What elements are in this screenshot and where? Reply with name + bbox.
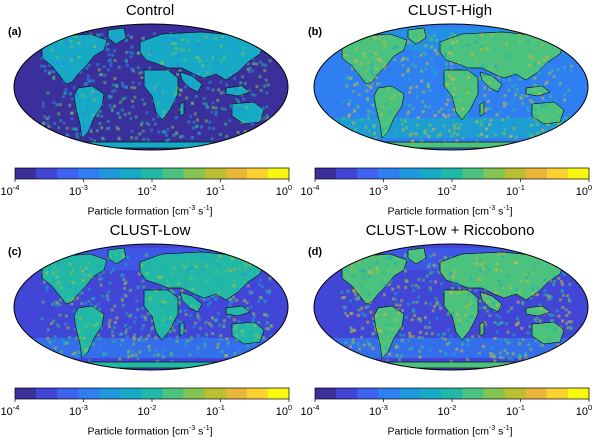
colorbar-swatch [141,168,163,179]
colorbar-swatch [504,168,527,179]
colorbar-swatch [546,168,569,179]
map-clust-low [13,243,289,371]
panel-title: CLUST-Low + Riccobono [365,222,535,239]
colorbar-tick-label: 10-3 [69,183,88,198]
colorbar: 10-4 10-3 10-2 10-1 100 [301,167,592,198]
colorbar-swatch [78,388,100,399]
panel-letter: (b) [308,26,323,38]
panel-title: CLUST-Low [109,222,191,239]
colorbar-swatch [57,168,79,179]
colorbar: 10-4 10-3 10-2 10-1 100 [301,387,592,418]
colorbar-swatch [204,168,227,179]
colorbar-swatch [204,388,227,399]
colorbar-tick-label: 100 [576,403,592,418]
colorbar-swatch [420,168,442,179]
colorbar-swatch [120,168,142,179]
colorbar-swatch [162,168,184,179]
colorbar-swatch [183,168,205,179]
colorbar-swatch [99,168,121,179]
colorbar-swatch [483,168,505,179]
colorbar-swatch [357,168,379,179]
colorbar-label: Particle formation [cm-3 s-1] [87,425,213,438]
colorbar-swatch [225,388,248,399]
colorbar-tick-label: 10-2 [138,403,157,418]
colorbar-label: Particle formation [cm-3 s-1] [387,205,513,218]
colorbar-tick-label: 10-3 [369,403,388,418]
colorbar-swatch [378,168,400,179]
colorbar-swatch [336,168,358,179]
colorbar-swatch [36,388,58,399]
colorbar-swatch [525,168,548,179]
panel-clust-low-riccobono: CLUST-Low + Riccobono (d) 10-4 10-3 10-2 10… [300,220,600,439]
colorbar-swatch [183,388,205,399]
panel-clust-low: CLUST-Low (c) 10-4 10-3 10-2 10-1 100 Partic… [0,220,300,439]
colorbar-swatch [504,388,527,399]
colorbar-tick-label: 10-3 [369,183,388,198]
colorbar-swatch [162,388,184,399]
panel-letter: (d) [308,246,323,258]
colorbar-swatch [462,168,484,179]
colorbar-tick-label: 100 [276,183,292,198]
colorbar-swatch [336,388,358,399]
panel-clust-high: CLUST-High (b) 10-4 10-3 10-2 10-1 100 Parti… [300,0,600,219]
colorbar-swatch [567,168,590,179]
colorbar-tick-label: 100 [276,403,292,418]
colorbar-tick-label: 10-1 [506,403,525,418]
colorbar-tick-label: 10-2 [138,183,157,198]
panel-title: Control [125,2,175,19]
colorbar: 10-4 10-3 10-2 10-1 100 [1,167,292,198]
colorbar-swatch [246,388,269,399]
map-control [13,23,289,151]
map-clust-high [313,23,589,151]
colorbar-tick-label: 10-4 [301,403,320,418]
colorbar-tick-label: 10-1 [206,403,225,418]
colorbar-swatch [15,168,37,179]
panel-title: CLUST-High [407,2,493,19]
colorbar-swatch [546,388,569,399]
colorbar-swatch [525,388,548,399]
colorbar-swatch [225,168,248,179]
colorbar-tick-label: 10-4 [1,183,20,198]
colorbar-tick-label: 10-1 [206,183,225,198]
colorbar-swatch [36,168,58,179]
colorbar: 10-4 10-3 10-2 10-1 100 [1,387,292,418]
panel-letter: (a) [8,26,22,38]
colorbar-tick-label: 100 [576,183,592,198]
colorbar-swatch [399,168,421,179]
colorbar-tick-label: 10-1 [506,183,525,198]
colorbar-swatch [378,388,400,399]
colorbar-swatch [567,388,590,399]
colorbar-swatch [315,168,337,179]
colorbar-swatch [441,388,463,399]
colorbar-swatch [267,388,290,399]
colorbar-tick-label: 10-4 [301,183,320,198]
colorbar-swatch [441,168,463,179]
colorbar-tick-label: 10-2 [438,183,457,198]
colorbar-swatch [420,388,442,399]
map-clust-low-riccobono [313,243,589,371]
colorbar-swatch [357,388,379,399]
colorbar-label: Particle formation [cm-3 s-1] [87,205,213,218]
colorbar-swatch [483,388,505,399]
colorbar-tick-label: 10-3 [69,403,88,418]
colorbar-swatch [462,388,484,399]
colorbar-swatch [267,168,290,179]
panel-control: Control (a) 10-4 10-3 10-2 10-1 100 Particle… [0,0,300,219]
colorbar-swatch [57,388,79,399]
colorbar-tick-label: 10-2 [438,403,457,418]
colorbar-swatch [99,388,121,399]
colorbar-swatch [399,388,421,399]
colorbar-label: Particle formation [cm-3 s-1] [387,425,513,438]
colorbar-swatch [246,168,269,179]
colorbar-swatch [15,388,37,399]
colorbar-swatch [315,388,337,399]
colorbar-swatch [120,388,142,399]
colorbar-swatch [141,388,163,399]
colorbar-swatch [78,168,100,179]
colorbar-tick-label: 10-4 [1,403,20,418]
panel-letter: (c) [8,246,22,258]
